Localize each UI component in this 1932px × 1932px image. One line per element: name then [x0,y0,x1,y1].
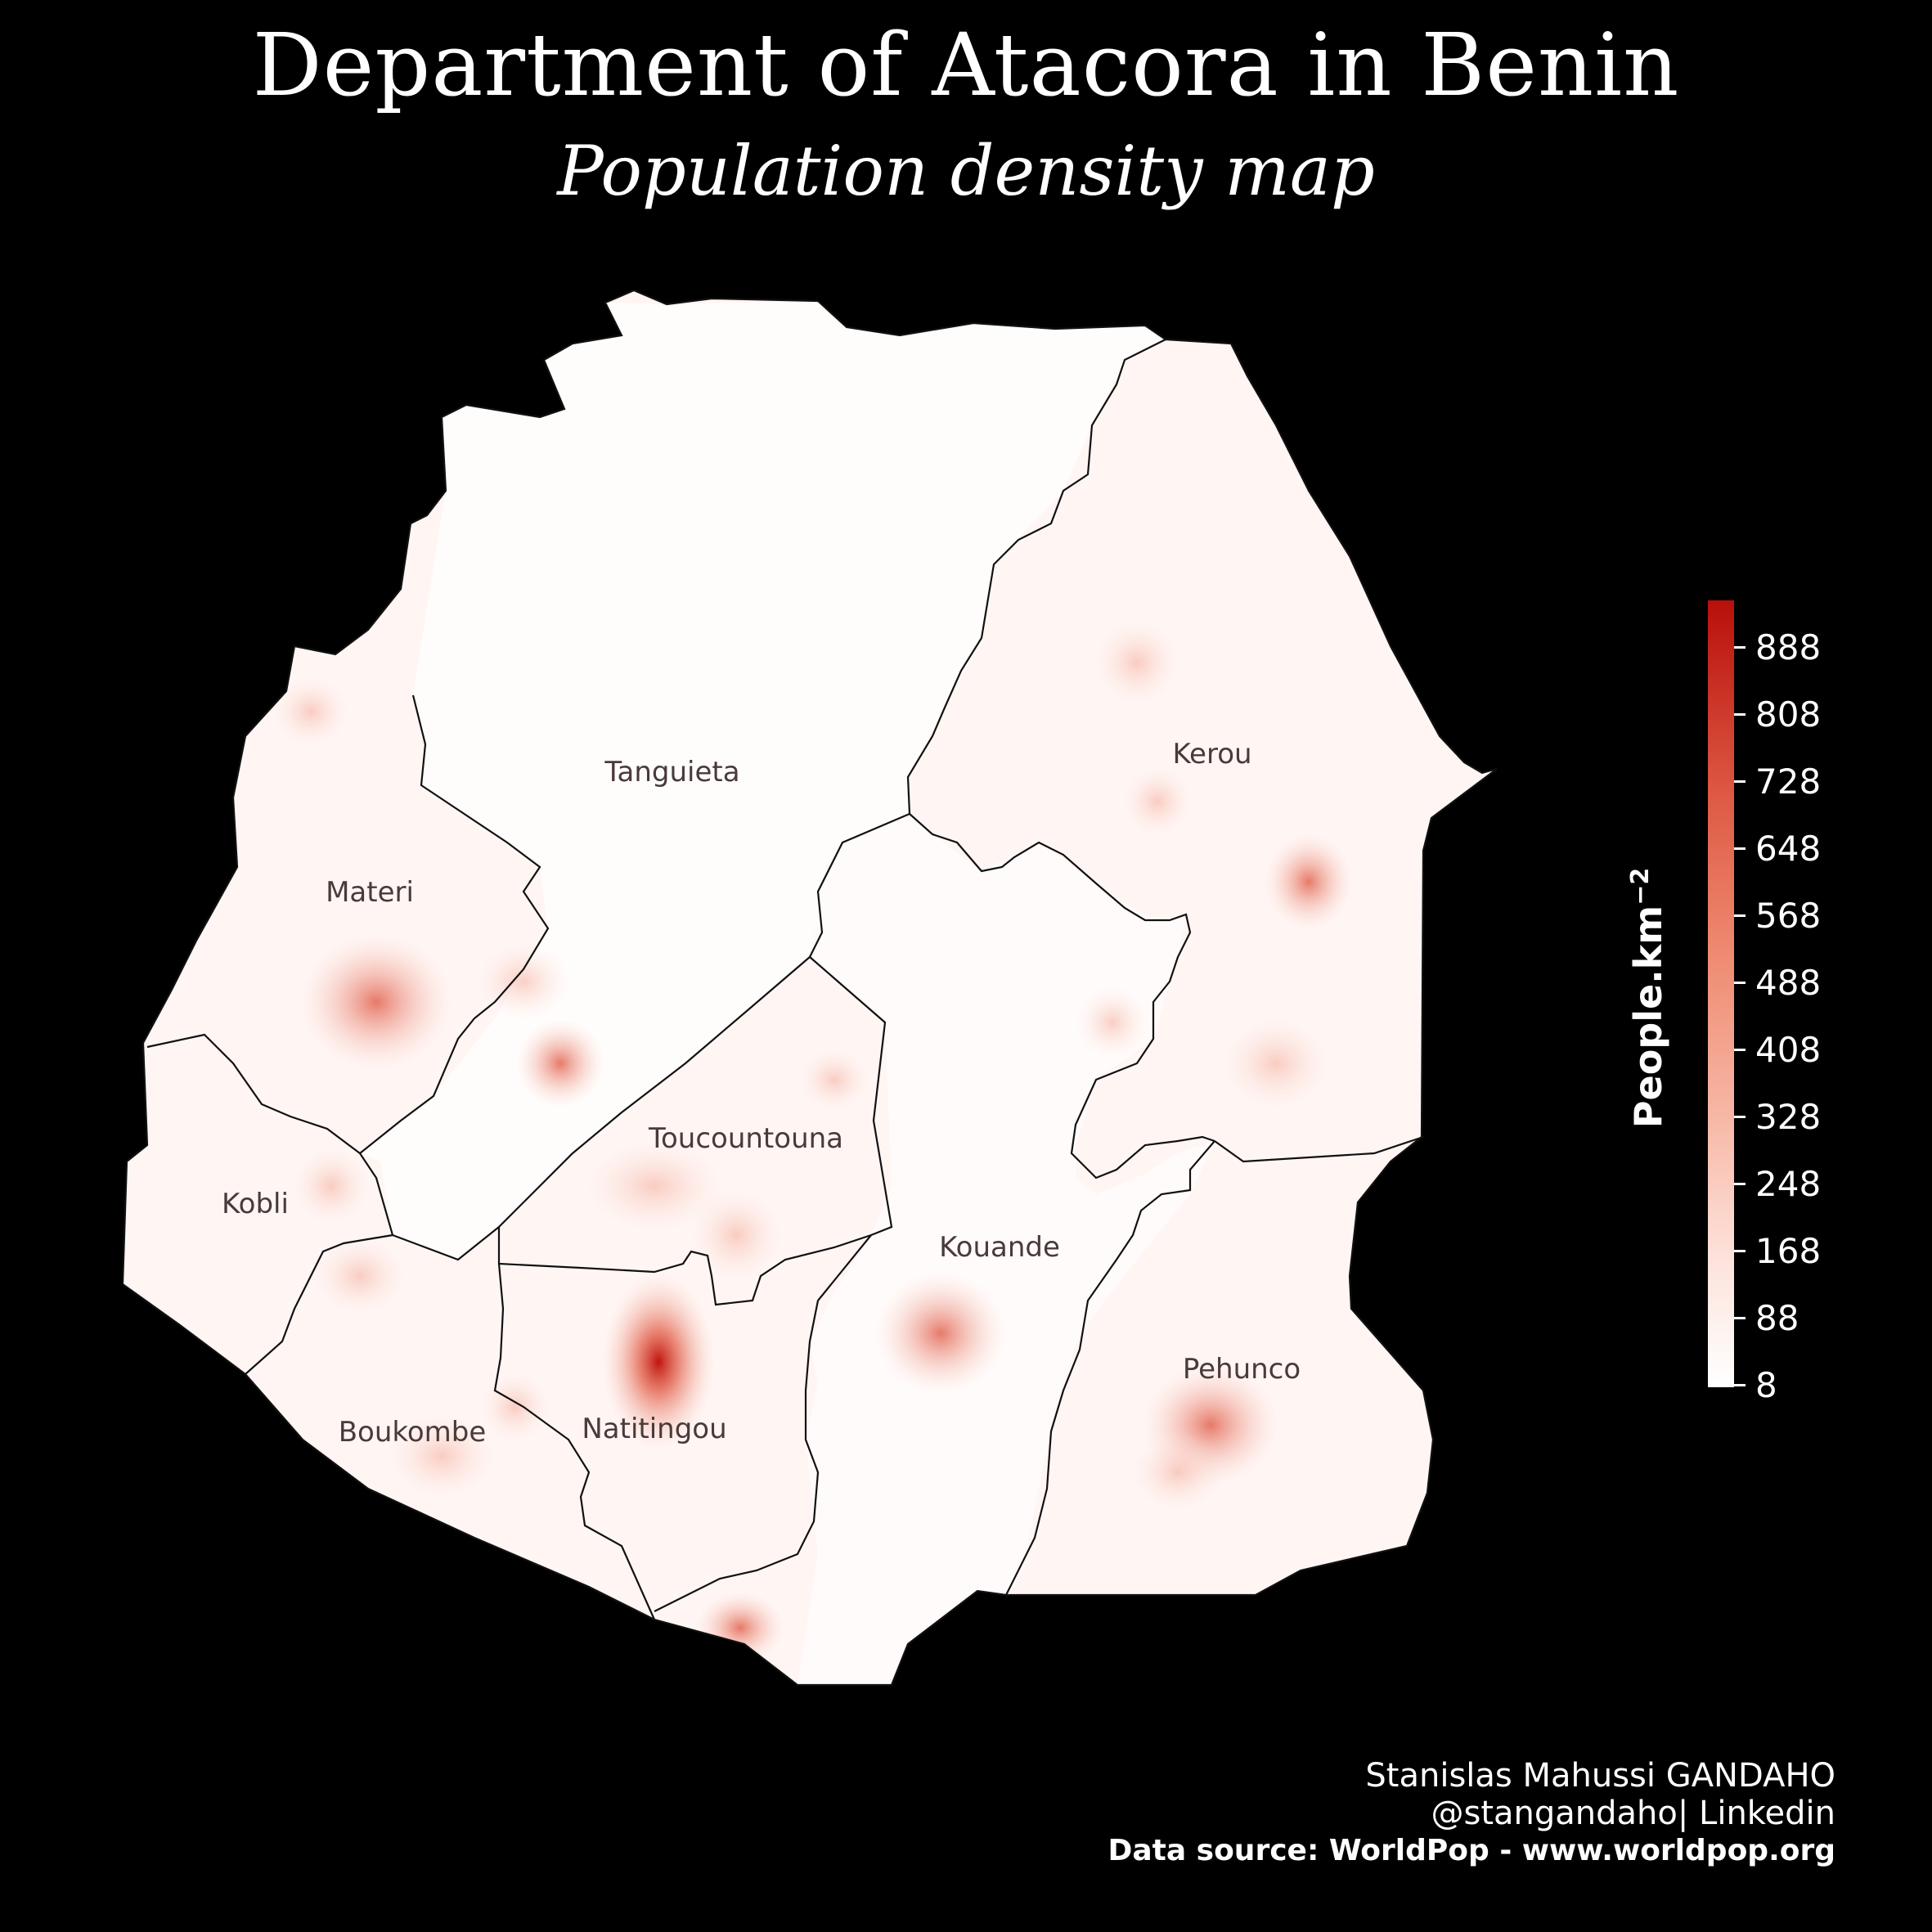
legend-tick-label: 728 [1755,762,1822,802]
region-label-natitingou: Natitingou [582,1413,726,1445]
legend-title: People.km−2 [1625,867,1671,1129]
region-label-kouande: Kouande [939,1231,1060,1264]
legend-tick [1734,1317,1746,1319]
legend-tick [1734,1116,1746,1118]
legend-tick-label: 8 [1755,1365,1777,1405]
legend-tick [1734,780,1746,783]
region-label-boukombe: Boukombe [339,1416,487,1449]
legend-tick-label: 168 [1755,1231,1822,1271]
legend-tick-label: 808 [1755,694,1822,735]
legend-tick [1734,1250,1746,1252]
author-credit: Stanislas Mahussi GANDAHO [1365,1757,1835,1795]
legend-tick [1734,713,1746,716]
legend-tick-label: 488 [1755,963,1822,1003]
map-subtitle: Population density map [557,131,1375,211]
legend-tick-label: 648 [1755,829,1822,869]
legend-tick [1734,1049,1746,1051]
region-label-tanguieta: Tanguieta [604,756,739,789]
legend-tick [1734,1384,1746,1386]
legend-colorbar [1708,600,1734,1387]
region-label-toucountouna: Toucountouna [648,1122,843,1155]
region-label-kobli: Kobli [222,1188,289,1220]
legend-tick [1734,646,1746,649]
legend-tick-label: 328 [1755,1097,1822,1137]
region-label-pehunco: Pehunco [1183,1353,1301,1386]
legend-tick-label: 88 [1755,1298,1799,1338]
legend-tick-label: 248 [1755,1164,1822,1204]
author-handle: @stangandaho| Linkedin [1431,1795,1835,1832]
legend-tick-label: 888 [1755,627,1822,667]
legend-tick-label: 408 [1755,1030,1822,1070]
commune-boundaries [121,289,1498,1687]
legend-tick [1734,982,1746,984]
region-label-kerou: Kerou [1172,738,1251,771]
legend-tick [1734,847,1746,850]
legend-tick [1734,1183,1746,1185]
data-source: Data source: WorldPop - www.worldpop.org [1108,1834,1835,1867]
legend-tick-label: 568 [1755,896,1822,936]
legend-tick [1734,914,1746,917]
region-label-materi: Materi [326,876,414,909]
map-title: Department of Atacora in Benin [252,15,1680,115]
